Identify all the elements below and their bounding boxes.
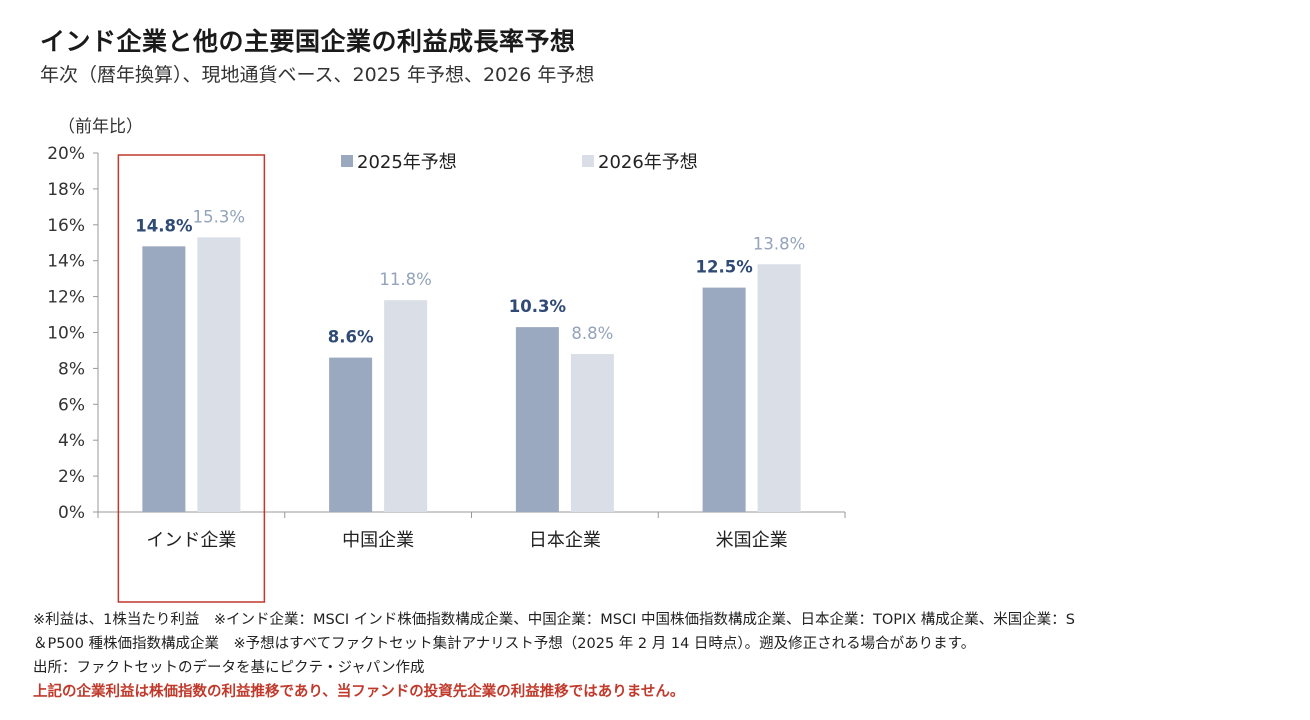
bar bbox=[757, 264, 801, 512]
legend-label: 2026年予想 bbox=[598, 152, 698, 173]
y-tick-label: 14% bbox=[47, 252, 85, 272]
legend: 2025年予想 2026年予想 bbox=[341, 152, 698, 173]
data-label: 15.3% bbox=[193, 207, 245, 226]
x-tick-label: インド企業 bbox=[146, 530, 236, 551]
footnote-line-1: ※利益は、1株当たり利益 ※インド企業：MSCI インド株価指数構成企業、中国企… bbox=[33, 612, 1076, 628]
legend-swatch bbox=[341, 155, 353, 167]
data-label: 8.6% bbox=[328, 328, 374, 347]
footnote-line-2: ＆P500 種株価指数構成企業 ※予想はすべてファクトセット集計アナリスト予想（… bbox=[33, 636, 976, 652]
legend-label: 2025年予想 bbox=[357, 152, 457, 173]
data-label: 14.8% bbox=[135, 216, 193, 235]
warning-note: 上記の企業利益は株価指数の利益推移であり、当ファンドの投資先企業の利益推移ではあ… bbox=[33, 684, 685, 700]
x-tick-label: 日本企業 bbox=[529, 530, 601, 551]
y-tick-label: 8% bbox=[58, 359, 85, 379]
data-label: 8.8% bbox=[571, 324, 613, 343]
y-axis: 0% 2% 4% 6% 8% 10% 12% 14% 16% 18% 20% bbox=[47, 144, 99, 523]
y-tick-label: 6% bbox=[58, 395, 85, 415]
page-subtitle: 年次（暦年換算）、現地通貨ベース、2025 年予想、2026 年予想 bbox=[40, 64, 595, 86]
page-title: インド企業と他の主要国企業の利益成長率予想 bbox=[40, 27, 576, 56]
x-axis: インド企業 中国企業 日本企業 米国企業 bbox=[97, 511, 846, 551]
x-tick-label: 中国企業 bbox=[342, 530, 414, 551]
bar bbox=[384, 300, 428, 512]
bar bbox=[329, 357, 373, 512]
y-tick-label: 12% bbox=[47, 288, 85, 308]
y-tick-label: 20% bbox=[47, 144, 85, 164]
data-label: 10.3% bbox=[509, 297, 567, 316]
data-label: 12.5% bbox=[696, 258, 754, 277]
y-axis-label: （前年比） bbox=[58, 117, 143, 137]
y-tick-label: 16% bbox=[47, 216, 85, 236]
highlight-box bbox=[117, 154, 266, 603]
bar bbox=[515, 327, 559, 512]
footnotes: ※利益は、1株当たり利益 ※インド企業：MSCI インド株価指数構成企業、中国企… bbox=[33, 608, 1283, 704]
y-tick-label: 10% bbox=[47, 324, 85, 344]
x-tick-label: 米国企業 bbox=[716, 530, 788, 551]
y-tick-label: 4% bbox=[58, 431, 85, 451]
bar bbox=[702, 287, 746, 512]
bar bbox=[197, 237, 241, 513]
bar bbox=[142, 246, 186, 512]
data-label: 11.8% bbox=[379, 270, 431, 289]
bars bbox=[142, 237, 801, 513]
bar bbox=[570, 354, 614, 512]
data-labels: 14.8% 8.6% 10.3% 12.5% 15.3% 11.8% 8.8% 13.8% bbox=[135, 207, 805, 346]
y-tick-label: 18% bbox=[47, 180, 85, 200]
y-tick-label: 0% bbox=[58, 503, 85, 523]
source-note: 出所：ファクトセットのデータを基にピクテ・ジャパン作成 bbox=[33, 660, 425, 676]
y-tick-label: 2% bbox=[58, 467, 85, 487]
legend-swatch bbox=[582, 155, 594, 167]
data-label: 13.8% bbox=[753, 234, 805, 253]
